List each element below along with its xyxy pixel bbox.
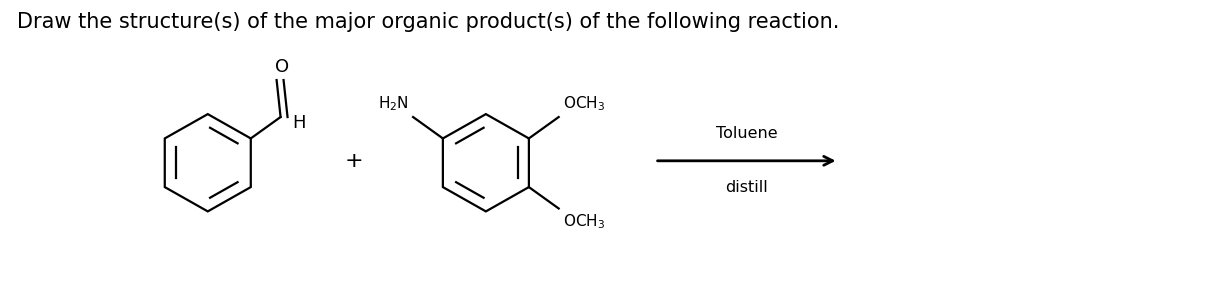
Text: OCH$_3$: OCH$_3$ — [562, 95, 605, 113]
Text: H: H — [293, 114, 306, 132]
Text: OCH$_3$: OCH$_3$ — [562, 213, 605, 231]
Text: Draw the structure(s) of the major organic product(s) of the following reaction.: Draw the structure(s) of the major organ… — [17, 12, 839, 32]
Text: distill: distill — [726, 180, 768, 195]
Text: H$_2$N: H$_2$N — [379, 95, 410, 113]
Text: Toluene: Toluene — [716, 126, 777, 141]
Text: O: O — [276, 58, 289, 76]
Text: +: + — [344, 151, 363, 171]
